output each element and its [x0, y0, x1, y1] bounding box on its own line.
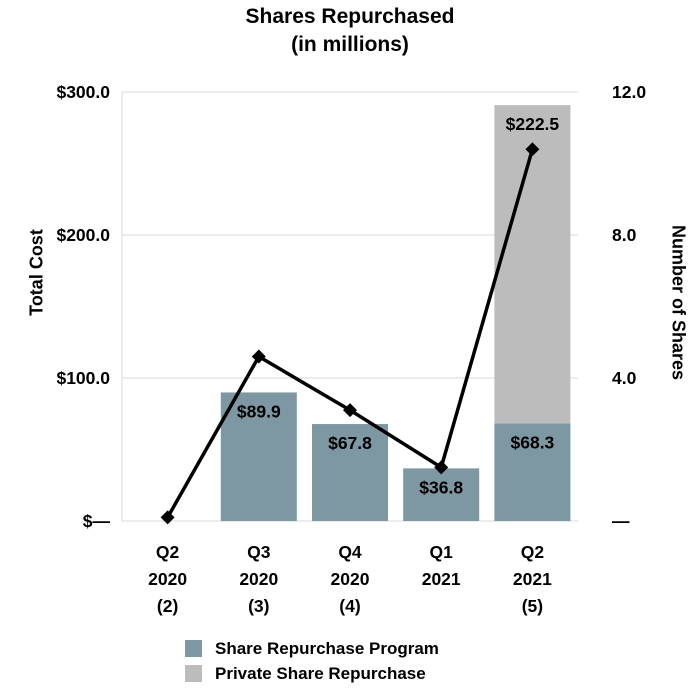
x-axis-label: 2020 [331, 569, 370, 589]
line-marker [251, 349, 266, 364]
right-axis-tick-label: 12.0 [612, 82, 646, 102]
x-axis-label: 2021 [422, 569, 461, 589]
right-axis-tick-label: — [612, 511, 630, 531]
bar-data-label: $67.8 [328, 433, 372, 453]
line-marker [434, 460, 449, 475]
x-axis-label: Q2 [156, 542, 180, 562]
x-axis-label: 2020 [239, 569, 278, 589]
bar-segment [403, 468, 480, 521]
bar-segment [220, 392, 297, 521]
legend-swatch [185, 640, 202, 657]
x-axis-label: Q3 [247, 542, 271, 562]
chart-legend: Share Repurchase Program Private Share Re… [185, 640, 439, 682]
x-axis-label: Q1 [430, 542, 454, 562]
left-axis-tick-label: $300.0 [56, 82, 110, 102]
bar-segment [494, 105, 571, 424]
bar-data-label: $68.3 [511, 432, 555, 452]
x-axis-label: (5) [522, 596, 543, 616]
x-axis-label: (2) [157, 596, 178, 616]
legend-label: Share Repurchase Program [215, 639, 439, 658]
x-axis-label: (4) [339, 596, 360, 616]
bar-data-label: $89.9 [237, 401, 281, 421]
chart-title-line2: (in millions) [291, 33, 409, 57]
x-axis-label: (3) [248, 596, 269, 616]
left-axis-tick-label: $100.0 [56, 368, 110, 388]
bar-segment [312, 424, 388, 521]
x-axis-label: Q2 [521, 542, 545, 562]
x-axis-label: 2020 [148, 569, 187, 589]
legend-label: Private Share Repurchase [215, 664, 426, 683]
line-marker [160, 510, 175, 525]
left-axis-tick-label: $— [83, 511, 111, 531]
line-marker [343, 403, 357, 418]
line-marker [525, 142, 540, 157]
chart-title-line1: Shares Repurchased [245, 5, 455, 28]
left-axis-tick-label: $200.0 [56, 225, 110, 245]
bar-data-label: $36.8 [419, 477, 463, 497]
bar-data-label: $222.5 [506, 114, 560, 134]
x-axis-label: Q4 [338, 542, 362, 562]
legend-item: Private Share Repurchase [185, 665, 439, 682]
chart-title: Shares Repurchased (in millions) [0, 3, 700, 60]
bar-segment [494, 423, 571, 521]
legend-swatch [185, 665, 202, 682]
right-axis-tick-label: 8.0 [612, 225, 637, 245]
right-axis-tick-label: 4.0 [612, 368, 637, 388]
x-axis-label: 2021 [513, 569, 552, 589]
chart-plot: $89.9 $67.8 $36.8 $68.3 $222.5 $300.0 $200.0 $1… [56, 82, 646, 616]
legend-item: Share Repurchase Program [185, 640, 439, 657]
